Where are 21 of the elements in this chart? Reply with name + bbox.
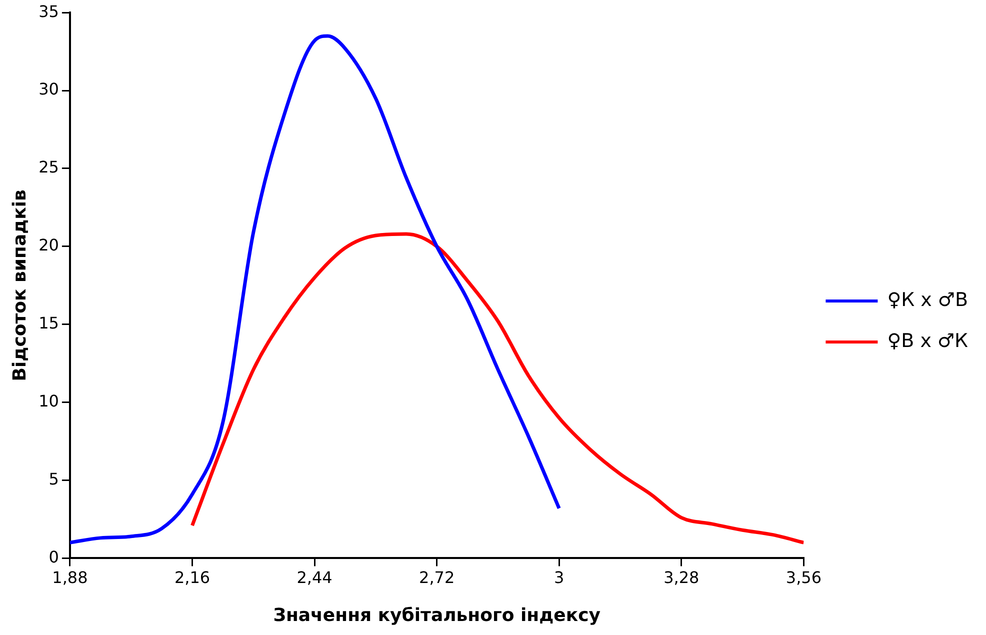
- legend-label: ♀В х ♂К: [887, 330, 969, 352]
- x-tick-label: 3,56: [786, 568, 822, 587]
- y-tick-label: 20: [38, 236, 59, 255]
- y-tick-label: 0: [48, 547, 59, 566]
- y-tick-label: 25: [38, 158, 59, 177]
- y-tick-label: 5: [48, 469, 59, 488]
- line-series: [190, 232, 804, 544]
- y-tick-label: 10: [38, 391, 59, 410]
- x-tick-label: 3: [554, 568, 564, 587]
- y-tick-label: 15: [38, 314, 59, 333]
- legend-label: ♀К х ♂В: [887, 288, 968, 311]
- y-tick-label: 35: [38, 2, 59, 21]
- y-axis-title: Відсоток випадків: [9, 190, 30, 382]
- x-tick-label: 2,72: [419, 568, 455, 587]
- x-tick-label: 1,88: [52, 568, 88, 587]
- line-series: [70, 34, 561, 544]
- x-tick-label: 2,16: [174, 568, 210, 587]
- x-axis-title: Значення кубітального індексу: [273, 604, 601, 626]
- x-tick-label: 3,28: [664, 568, 700, 587]
- x-tick-label: 2,44: [296, 568, 332, 587]
- y-tick-label: 30: [38, 80, 59, 99]
